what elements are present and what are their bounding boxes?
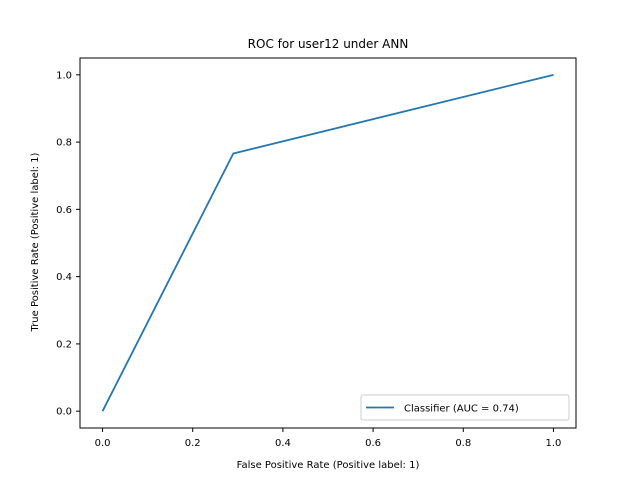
- legend-box: [360, 394, 570, 421]
- axes-frame: [79, 57, 577, 429]
- y-tick-label: 0.6: [56, 205, 72, 216]
- x-tick-label: 0.0: [95, 438, 111, 449]
- plot-area: [79, 57, 577, 429]
- x-axis-ticks: 0.0 0.2 0.4 0.6 0.8 1.0: [95, 428, 562, 449]
- roc-curve-line: [101, 73, 554, 412]
- x-tick-label: 0.2: [185, 438, 201, 449]
- y-tick-label: 0.8: [56, 138, 72, 149]
- y-tick-label: 0.0: [56, 407, 72, 418]
- chart-title: ROC for user12 under ANN: [248, 37, 409, 51]
- y-axis-label: True Positive Rate (Positive label: 1): [30, 152, 41, 332]
- y-axis-ticks: 0.0 0.2 0.4 0.6 0.8 1.0: [56, 70, 80, 418]
- x-tick-label: 1.0: [546, 438, 562, 449]
- y-tick-label: 0.2: [56, 339, 72, 350]
- y-tick-label: 1.0: [56, 70, 72, 81]
- x-axis-label: False Positive Rate (Positive label: 1): [237, 460, 420, 471]
- x-tick-label: 0.6: [365, 438, 381, 449]
- y-tick-label: 0.4: [56, 272, 72, 283]
- legend: Classifier (AUC = 0.74): [360, 394, 570, 421]
- series-layer: [101, 73, 554, 412]
- x-tick-label: 0.4: [275, 438, 291, 449]
- legend-label: Classifier (AUC = 0.74): [404, 404, 519, 415]
- x-tick-label: 0.8: [455, 438, 471, 449]
